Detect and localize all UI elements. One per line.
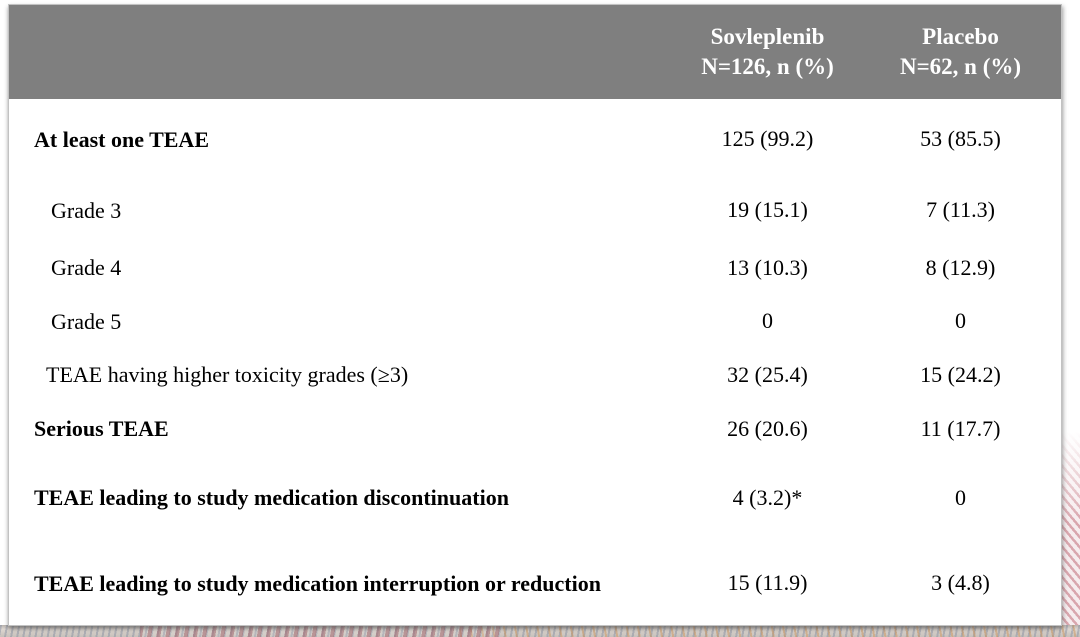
table-body: At least one TEAE 125 (99.2) 53 (85.5) G… (9, 99, 1061, 627)
table-row: Grade 4 13 (10.3) 8 (12.9) (9, 241, 1061, 294)
row-label: Grade 4 (9, 253, 675, 282)
sovleplenib-value: 15 (11.9) (727, 570, 808, 595)
background-wave-band-bottom (0, 625, 1080, 637)
sovleplenib-value: 13 (10.3) (727, 254, 808, 280)
table-row: Grade 3 19 (15.1) 7 (11.3) (9, 179, 1061, 241)
sovleplenib-column-subtitle: N=126, n (%) (701, 54, 834, 79)
table-row: TEAE having higher toxicity grades (≥3) … (9, 348, 1061, 401)
row-label: TEAE leading to study medication interru… (9, 569, 675, 598)
header-column-placebo: Placebo N=62, n (%) (860, 5, 1061, 99)
placebo-value: 15 (24.2) (920, 361, 1001, 387)
sovleplenib-value: 4 (3.2)* (732, 484, 803, 510)
row-label: Grade 3 (9, 196, 675, 225)
row-label: TEAE having higher toxicity grades (≥3) (9, 360, 675, 389)
placebo-value: 3 (4.8) (931, 570, 990, 595)
row-label-text: TEAE leading to study medication discont… (34, 485, 509, 510)
table-row: Grade 5 0 0 (9, 294, 1061, 348)
placebo-column-subtitle: N=62, n (%) (899, 54, 1022, 79)
sovleplenib-column-title: Sovleplenib (710, 24, 825, 49)
placebo-value: 0 (955, 484, 966, 510)
sovleplenib-value: 19 (15.1) (727, 197, 808, 222)
row-label-text: Grade 3 (51, 197, 122, 223)
placebo-value: 0 (955, 308, 966, 333)
row-label-text: Grade 4 (51, 255, 122, 280)
row-label: Grade 5 (9, 307, 675, 336)
row-label-text: TEAE having higher toxicity grades (≥3) (46, 362, 409, 387)
sovleplenib-value: 26 (20.6) (727, 415, 808, 441)
placebo-column-title: Placebo (922, 24, 999, 49)
row-label: At least one TEAE (9, 125, 675, 154)
row-label-text: Grade 5 (51, 308, 122, 334)
placebo-value: 11 (17.7) (920, 415, 1001, 441)
row-label-text: TEAE leading to study medication interru… (34, 570, 601, 596)
row-label-text: At least one TEAE (34, 126, 209, 152)
placebo-value: 7 (11.3) (926, 197, 995, 222)
placebo-value: 53 (85.5) (920, 126, 1001, 151)
placebo-value: 8 (12.9) (925, 254, 996, 280)
table-row: At least one TEAE 125 (99.2) 53 (85.5) (9, 99, 1061, 179)
table-header-row: Sovleplenib N=126, n (%) Placebo N=62, n… (9, 5, 1061, 99)
background-stripes-right (1060, 432, 1080, 637)
row-label: Serious TEAE (9, 414, 675, 443)
table-row: Serious TEAE 26 (20.6) 11 (17.7) (9, 401, 1061, 456)
sovleplenib-value: 32 (25.4) (727, 361, 808, 387)
teae-summary-table-card: Sovleplenib N=126, n (%) Placebo N=62, n… (8, 4, 1062, 626)
sovleplenib-value: 125 (99.2) (721, 126, 814, 151)
row-label: TEAE leading to study medication discont… (9, 483, 675, 512)
table-row: TEAE leading to study medication interru… (9, 539, 1061, 627)
header-column-sovleplenib: Sovleplenib N=126, n (%) (675, 5, 860, 99)
row-label-text: Serious TEAE (34, 416, 169, 441)
table-row: TEAE leading to study medication discont… (9, 456, 1061, 539)
header-empty-cell (9, 5, 675, 99)
sovleplenib-value: 0 (762, 308, 773, 333)
